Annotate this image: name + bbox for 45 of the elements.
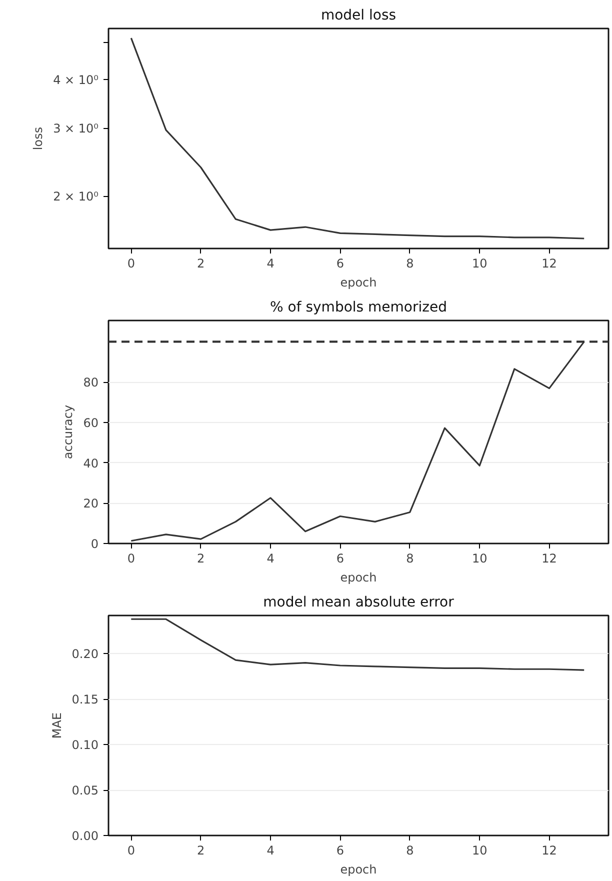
x-tick-label: 10 xyxy=(472,844,488,858)
chart-title: % of symbols memorized xyxy=(270,300,447,316)
line-series xyxy=(130,37,585,240)
y-tick-label: 0.15 xyxy=(72,692,98,707)
x-tick-label: 4 xyxy=(266,552,274,566)
y-tick-label: 60 xyxy=(83,416,99,430)
x-tick-label: 10 xyxy=(472,552,488,566)
y-tick-label: 2 × 10⁰ xyxy=(53,190,99,204)
y-tick-label: 0 xyxy=(90,537,99,551)
x-tick-label: 2 xyxy=(197,256,205,270)
y-tick-label: 0.20 xyxy=(72,647,98,662)
y-axis-title: MAE xyxy=(50,712,64,739)
x-tick-label: 6 xyxy=(336,256,344,270)
y-tick-label: 4 × 10⁰ xyxy=(53,72,99,87)
x-axis-title: epoch xyxy=(340,570,377,584)
x-tick-label: 12 xyxy=(542,256,557,270)
x-tick-label: 2 xyxy=(197,552,205,566)
y-axis-title: accuracy xyxy=(61,404,76,460)
x-tick-label: 10 xyxy=(472,256,488,270)
x-tick-label: 12 xyxy=(542,844,557,858)
y-tick-label: 0.00 xyxy=(72,829,98,843)
x-tick-label: 8 xyxy=(406,256,414,270)
x-tick-label: 4 xyxy=(266,256,274,270)
x-tick-label: 0 xyxy=(127,256,135,270)
y-tick-label: 40 xyxy=(83,456,99,470)
x-tick-label: 6 xyxy=(336,552,344,566)
y-tick-label: 0.05 xyxy=(72,784,98,798)
x-tick-label: 4 xyxy=(266,844,274,858)
line-series xyxy=(130,618,585,671)
x-tick-label: 0 xyxy=(127,844,135,858)
y-tick-label: 80 xyxy=(83,376,99,390)
x-tick-label: 2 xyxy=(197,844,205,858)
x-axis-title: epoch xyxy=(340,862,377,876)
x-tick-label: 6 xyxy=(336,844,344,858)
y-tick-label: 3 × 10⁰ xyxy=(53,121,99,136)
x-axis-title: epoch xyxy=(340,276,377,290)
y-tick-label: 0.10 xyxy=(72,738,98,752)
chart-title: model mean absolute error xyxy=(263,594,454,610)
y-tick-label: 20 xyxy=(83,496,99,511)
x-tick-label: 12 xyxy=(542,552,557,566)
chart-title: model loss xyxy=(320,8,396,24)
y-axis-title: loss xyxy=(31,126,46,150)
x-tick-label: 0 xyxy=(127,552,135,566)
x-tick-label: 8 xyxy=(406,844,414,858)
x-tick-label: 8 xyxy=(406,552,414,566)
